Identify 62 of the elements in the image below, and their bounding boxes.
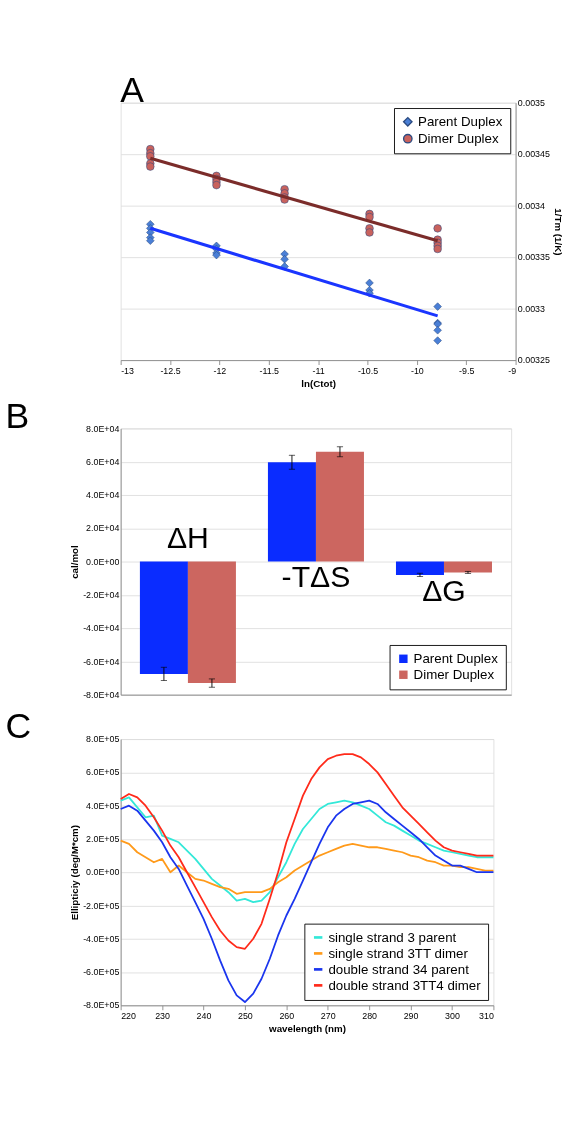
x-tick-label: -10 <box>410 365 424 376</box>
x-tick-label: -12 <box>213 365 227 376</box>
y-tick-label: -6.0E+04 <box>83 656 120 667</box>
x-tick-label: -12.5 <box>160 365 181 376</box>
y-tick-label: 6.0E+04 <box>86 456 120 467</box>
y-tick-label: -4.0E+05 <box>83 933 120 944</box>
x-tick-label: -13 <box>121 365 135 376</box>
y2-axis-title: 1/Tm (1/K) <box>553 208 565 256</box>
legend-label: Dimer Duplex <box>413 667 495 683</box>
legend-label: Parent Duplex <box>413 651 499 667</box>
x-tick-label: 220 <box>121 1011 136 1022</box>
legend-label: Parent Duplex <box>418 114 503 130</box>
x-tick-label: 240 <box>196 1011 212 1022</box>
y2-tick-label: 0.0035 <box>517 97 546 108</box>
y2-tick-label: 0.0034 <box>517 200 546 211</box>
x-tick-label: 250 <box>238 1011 253 1022</box>
y-tick-label: 2.0E+05 <box>86 834 120 845</box>
y-tick-label: -8.0E+04 <box>83 689 120 700</box>
chart-title: A <box>120 69 145 110</box>
x-tick-label: -11.5 <box>259 365 280 376</box>
y-tick-label: 0.0E+00 <box>86 556 120 567</box>
x-tick-label: 230 <box>155 1011 171 1022</box>
legend-label: double strand 3TT4 dimer <box>328 977 482 993</box>
y-tick-label: 4.0E+05 <box>86 800 120 811</box>
y-tick-label: -8.0E+05 <box>83 1000 120 1011</box>
x-tick-label: -TΔS <box>281 560 351 594</box>
legend-label: Dimer Duplex <box>418 131 499 147</box>
y-tick-label: 8.0E+05 <box>86 734 120 745</box>
x-tick-label: -11 <box>312 365 325 376</box>
x-tick-label: ΔH <box>166 521 209 555</box>
y2-tick-label: 0.0033 <box>517 303 546 314</box>
x-tick-label: ΔG <box>422 573 466 607</box>
x-tick-label: -9.5 <box>459 365 475 376</box>
y-tick-label: 2.0E+04 <box>86 523 120 534</box>
y-axis-title: cal/mol <box>68 544 80 579</box>
x-tick-label: 280 <box>362 1011 378 1022</box>
x-tick-label: 290 <box>403 1011 419 1022</box>
x-axis-title: wavelength (nm) <box>268 1023 346 1035</box>
y-tick-label: -6.0E+05 <box>83 967 120 978</box>
y-tick-label: 8.0E+04 <box>86 423 120 434</box>
x-axis-title: ln(Ctot) <box>301 378 336 390</box>
y-tick-label: 4.0E+04 <box>86 490 120 501</box>
legend-label: single strand 3TT dimer <box>328 945 469 961</box>
legend-label: double strand 34 parent <box>328 961 470 977</box>
y-tick-label: 0.0E+00 <box>86 867 120 878</box>
y2-tick-label: 0.00325 <box>517 355 550 366</box>
x-tick-label: 260 <box>279 1011 295 1022</box>
y-axis-title: Ellipticiy (deg/M*cm) <box>68 824 80 921</box>
x-tick-label: 310 <box>479 1011 494 1022</box>
legend-label: single strand 3 parent <box>328 929 457 945</box>
y2-tick-label: 0.00345 <box>517 149 550 160</box>
y2-tick-label: 0.00335 <box>517 252 550 263</box>
y-tick-label: -2.0E+05 <box>83 900 120 911</box>
y-tick-label: -4.0E+04 <box>83 623 120 634</box>
chart-title: C <box>5 706 32 747</box>
x-tick-label: -9 <box>508 365 517 376</box>
x-tick-label: -10.5 <box>357 365 379 376</box>
x-tick-label: 300 <box>445 1011 460 1022</box>
chart-title: B <box>5 395 30 436</box>
x-tick-label: 270 <box>320 1011 336 1022</box>
y-tick-label: -2.0E+04 <box>83 589 120 600</box>
y-tick-label: 6.0E+05 <box>86 767 120 778</box>
